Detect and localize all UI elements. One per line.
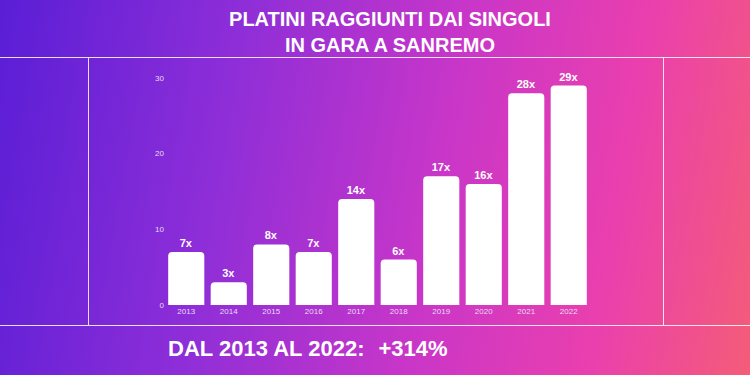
svg-text:29x: 29x [559, 71, 578, 83]
svg-text:14x: 14x [347, 184, 366, 196]
svg-text:2022: 2022 [560, 307, 578, 316]
svg-text:10: 10 [155, 225, 164, 234]
svg-text:2014: 2014 [220, 307, 238, 316]
svg-text:2021: 2021 [517, 307, 535, 316]
svg-text:2019: 2019 [432, 307, 450, 316]
svg-text:2016: 2016 [305, 307, 323, 316]
svg-text:28x: 28x [517, 78, 536, 90]
svg-text:8x: 8x [265, 229, 278, 241]
svg-text:6x: 6x [392, 245, 405, 257]
svg-text:7x: 7x [307, 237, 320, 249]
svg-text:16x: 16x [474, 169, 493, 181]
svg-text:17x: 17x [432, 161, 451, 173]
svg-text:2013: 2013 [177, 307, 195, 316]
svg-text:2015: 2015 [262, 307, 280, 316]
html-text:DAL 2013 AL 2022:: DAL 2013 AL 2022: [168, 336, 365, 361]
svg-text:3x: 3x [222, 267, 235, 279]
svg-text:7x: 7x [180, 237, 193, 249]
svg-text:2017: 2017 [347, 307, 365, 316]
svg-text:2018: 2018 [390, 307, 408, 316]
svg-text:2020: 2020 [475, 307, 493, 316]
svg-text:0: 0 [160, 301, 165, 310]
svg-text:PLATINI RAGGIUNTI DAI SINGOLII: PLATINI RAGGIUNTI DAI SINGOLIIN GARA A S… [229, 8, 551, 56]
html-text:+314%: +314% [378, 336, 448, 361]
svg-text:30: 30 [155, 74, 164, 83]
svg-text:20: 20 [155, 149, 164, 158]
